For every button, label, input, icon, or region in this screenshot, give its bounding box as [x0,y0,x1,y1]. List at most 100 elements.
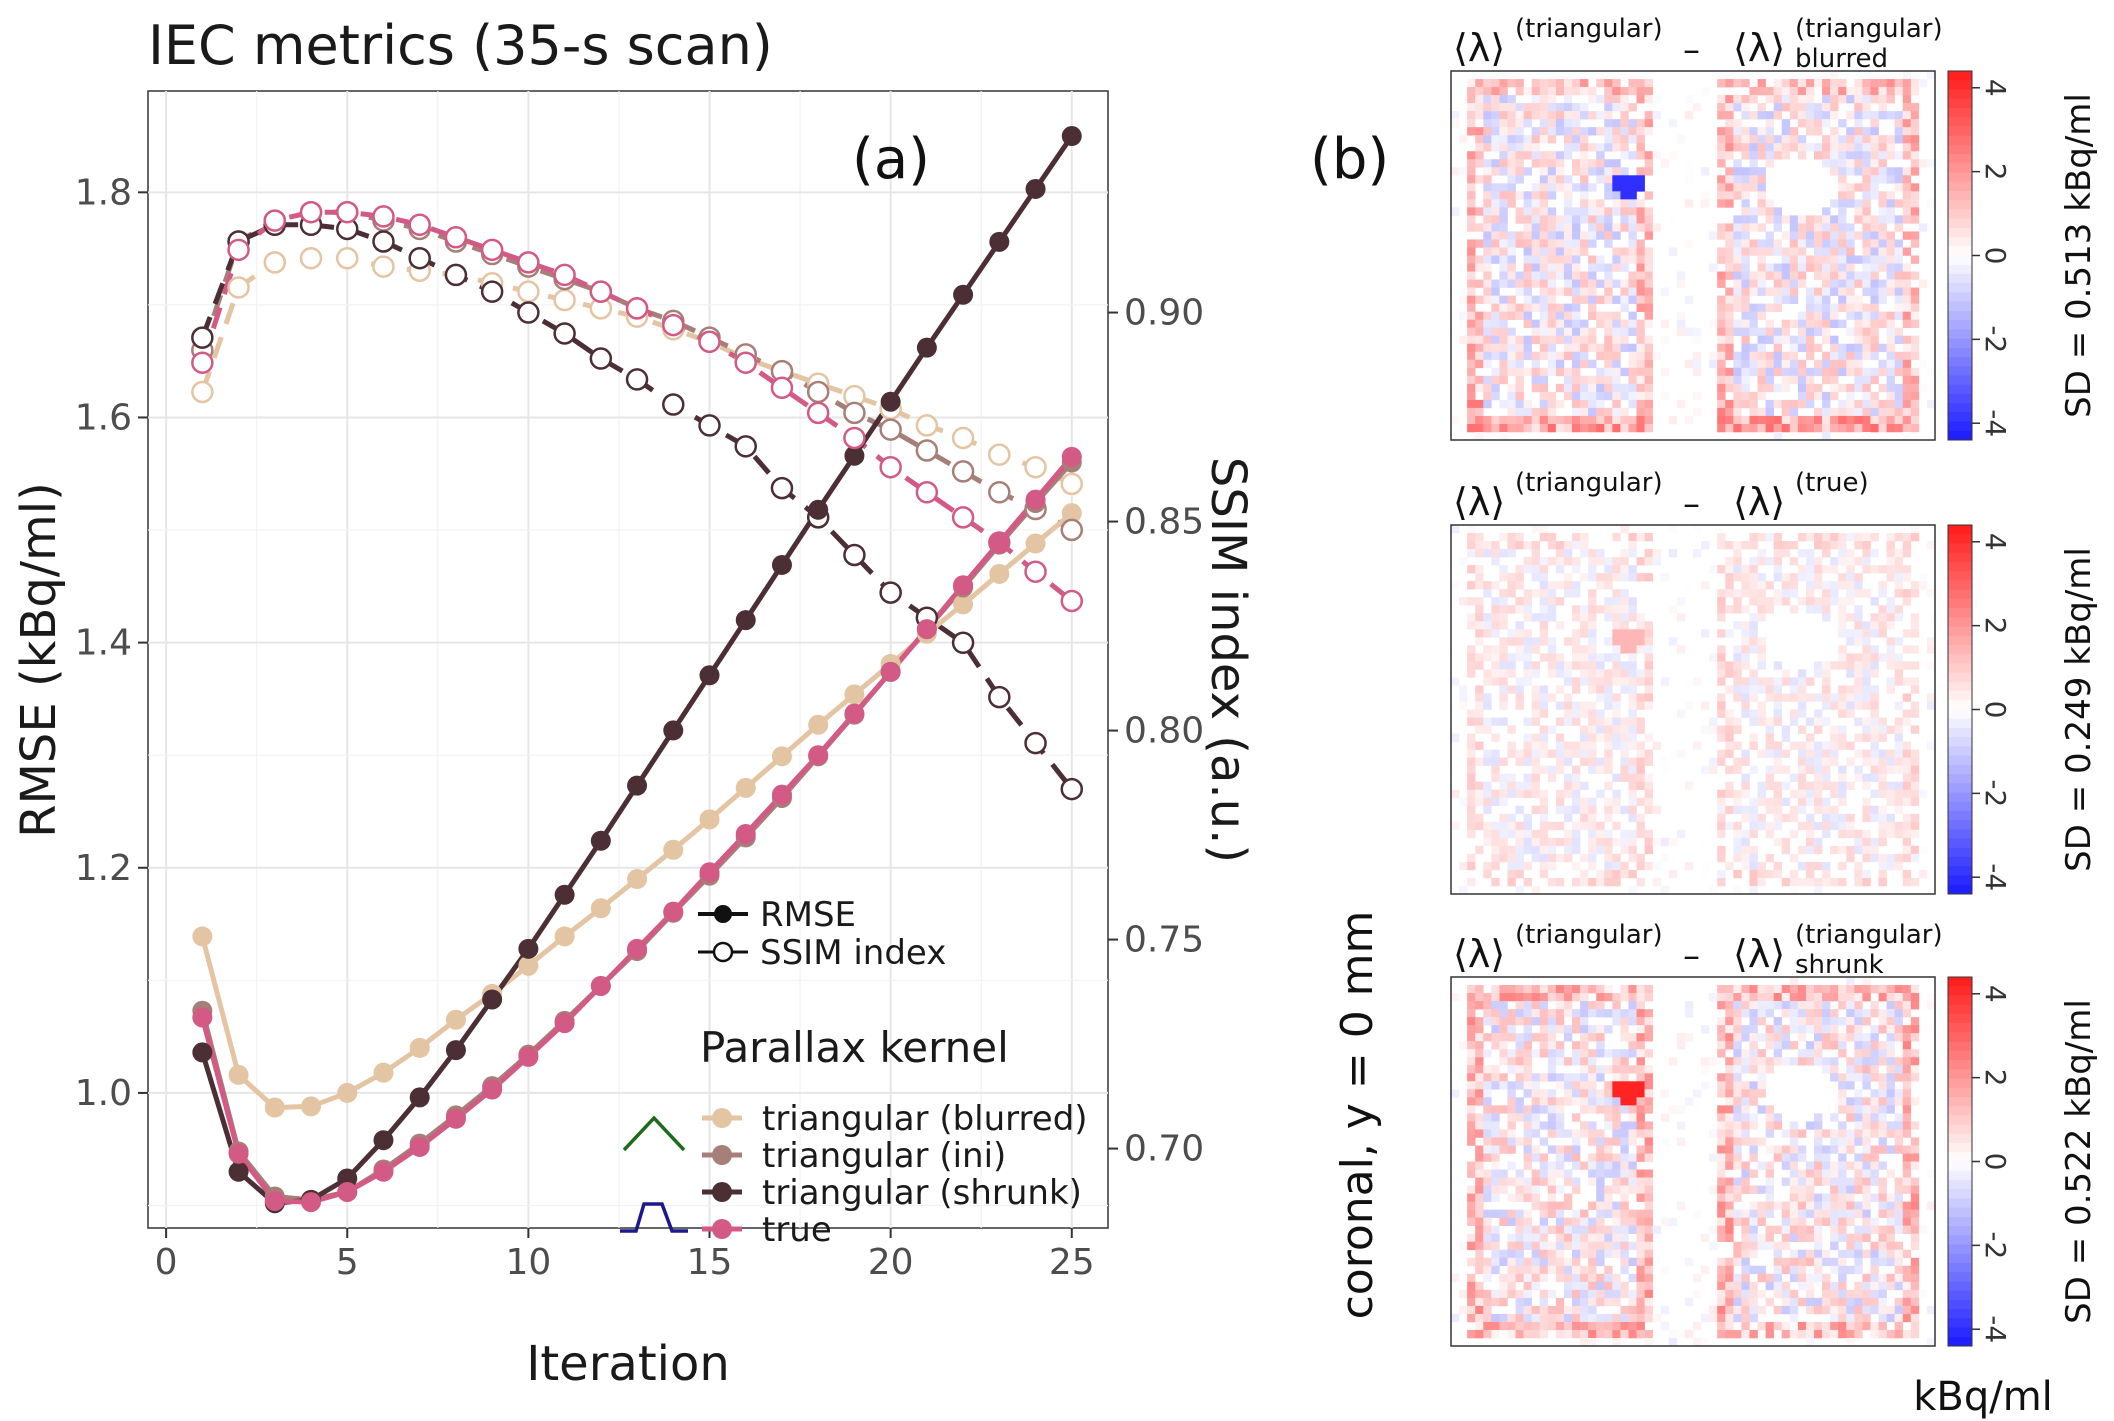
heatmap-cell [1572,327,1581,337]
heatmap-cell [1830,423,1839,433]
heatmap-cell [1894,1185,1904,1194]
heatmap-cell [1507,541,1516,550]
heatmap-cell [1878,111,1887,120]
heatmap-cell [1878,191,1887,200]
heatmap-cell [1894,533,1904,542]
heatmap-cell [1757,1033,1766,1042]
heatmap-cell [1910,407,1920,417]
heatmap-cell [1547,159,1557,168]
heatmap-cell [1805,383,1815,393]
heatmap-cell [1878,143,1887,152]
heatmap-cell [1636,255,1645,264]
heatmap-cell [1854,1033,1863,1042]
heatmap-cell [1604,1193,1613,1202]
heatmap-cell [1555,549,1565,558]
heatmap-cell [1507,1089,1516,1098]
heatmap-cell [1491,247,1500,256]
heatmap-cell [1894,167,1904,176]
heatmap-cell [1467,549,1476,558]
heatmap-cell [1733,1001,1742,1010]
heatmap-cell [1515,853,1524,863]
heatmap-cell [1854,877,1863,887]
heatmap-cell [1741,565,1750,574]
heatmap-cell [1475,621,1484,630]
heatmap-cell [1741,327,1750,337]
heatmap-cell [1725,1089,1734,1098]
heatmap-cell [1862,103,1871,112]
heatmap-cell [1483,1113,1492,1122]
rmse-point [989,563,1010,584]
heatmap-cell [1910,985,1920,994]
heatmap-cell [1620,303,1629,312]
heatmap-cell [1902,279,1912,288]
heatmap-cell [1862,367,1871,377]
heatmap-cell [1612,645,1621,654]
heatmap-cell [1886,1225,1895,1234]
heatmap-cell [1539,423,1549,433]
heatmap-cell [1717,175,1726,184]
heatmap-cell [1628,541,1637,550]
heatmap-cell [1515,605,1524,614]
heatmap-cell [1604,1137,1613,1146]
heatmap-cell [1902,773,1912,782]
heatmap-cell [1741,79,1750,88]
heatmap-cell [1773,805,1783,815]
heatmap-cell [1733,95,1742,104]
heatmap-cell [1467,351,1476,361]
heatmap-cell [1539,869,1549,879]
heatmap-cell [1572,1041,1581,1050]
heatmap-cell [1475,375,1484,385]
heatmap-cell [1467,613,1476,622]
heatmap-cell [1902,207,1912,216]
heatmap-cell [1628,1033,1637,1042]
heatmap-cell [1684,861,1694,871]
heatmap-cell [1491,669,1500,678]
heatmap-cell [1636,1065,1645,1074]
heatmap-cell [1781,231,1791,240]
heatmap-cell [1902,1201,1912,1210]
heatmap-cell [1781,383,1791,393]
heatmap-cell [1741,183,1750,192]
legend-title: Parallax kernel [700,1023,1009,1072]
heatmap-cell [1539,797,1549,807]
heatmap-cell [1717,645,1726,654]
heatmap-cell [1507,1209,1516,1218]
heatmap-cell [1822,303,1831,312]
heatmap-cell [1491,231,1500,240]
heatmap-cell [1547,255,1557,264]
heatmap-cell [1572,343,1581,353]
heatmap-cell [1507,985,1516,994]
heatmap-cell [1539,581,1549,590]
heatmap-cell [1620,845,1629,855]
heatmap-cell [1789,813,1799,823]
heatmap-cell [1854,1105,1863,1114]
heatmap-cell [1628,343,1637,353]
heatmap-cell [1854,1073,1863,1082]
heatmap-cell [1499,143,1508,152]
heatmap-cell [1523,407,1532,417]
heatmap-cell [1547,1257,1557,1267]
heatmap-cell [1596,581,1605,590]
heatmap-cell [1773,351,1783,361]
heatmap-cell [1636,1193,1645,1202]
heatmap-cell [1467,565,1476,574]
heatmap-cell [1588,853,1597,863]
heatmap-cell [1547,111,1557,120]
rmse-point [554,926,575,947]
heatmap-cell [1580,1233,1589,1243]
heatmap-cell [1902,111,1912,120]
heatmap-cell [1757,1017,1766,1026]
heatmap-cell [1644,111,1653,120]
heatmap-cell [1523,231,1532,240]
heatmap-cell [1507,1065,1516,1074]
heatmap-cell [1467,111,1476,120]
heatmap-cell [1547,359,1557,369]
heatmap-cell [1628,175,1637,184]
heatmap-cell [1814,319,1823,328]
heatmap-cell [1515,1113,1524,1122]
heatmap-cell [1781,1153,1791,1162]
heatmap-cell [1773,717,1783,726]
heatmap-cell [1499,621,1508,630]
heatmap-cell [1765,327,1774,337]
heatmap-cell [1830,1185,1839,1194]
